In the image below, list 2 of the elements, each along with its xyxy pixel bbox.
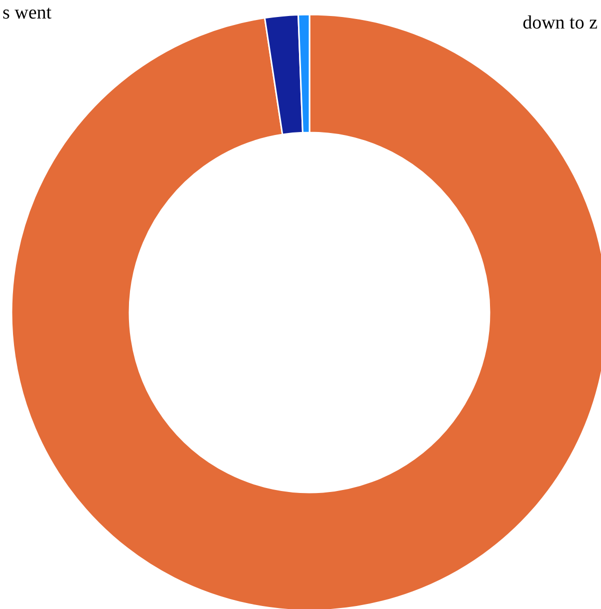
- text: down to z: [522, 12, 598, 34]
- text: s went: [2, 2, 52, 24]
